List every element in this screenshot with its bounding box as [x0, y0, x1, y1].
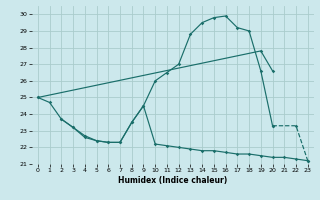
X-axis label: Humidex (Indice chaleur): Humidex (Indice chaleur) [118, 176, 228, 185]
